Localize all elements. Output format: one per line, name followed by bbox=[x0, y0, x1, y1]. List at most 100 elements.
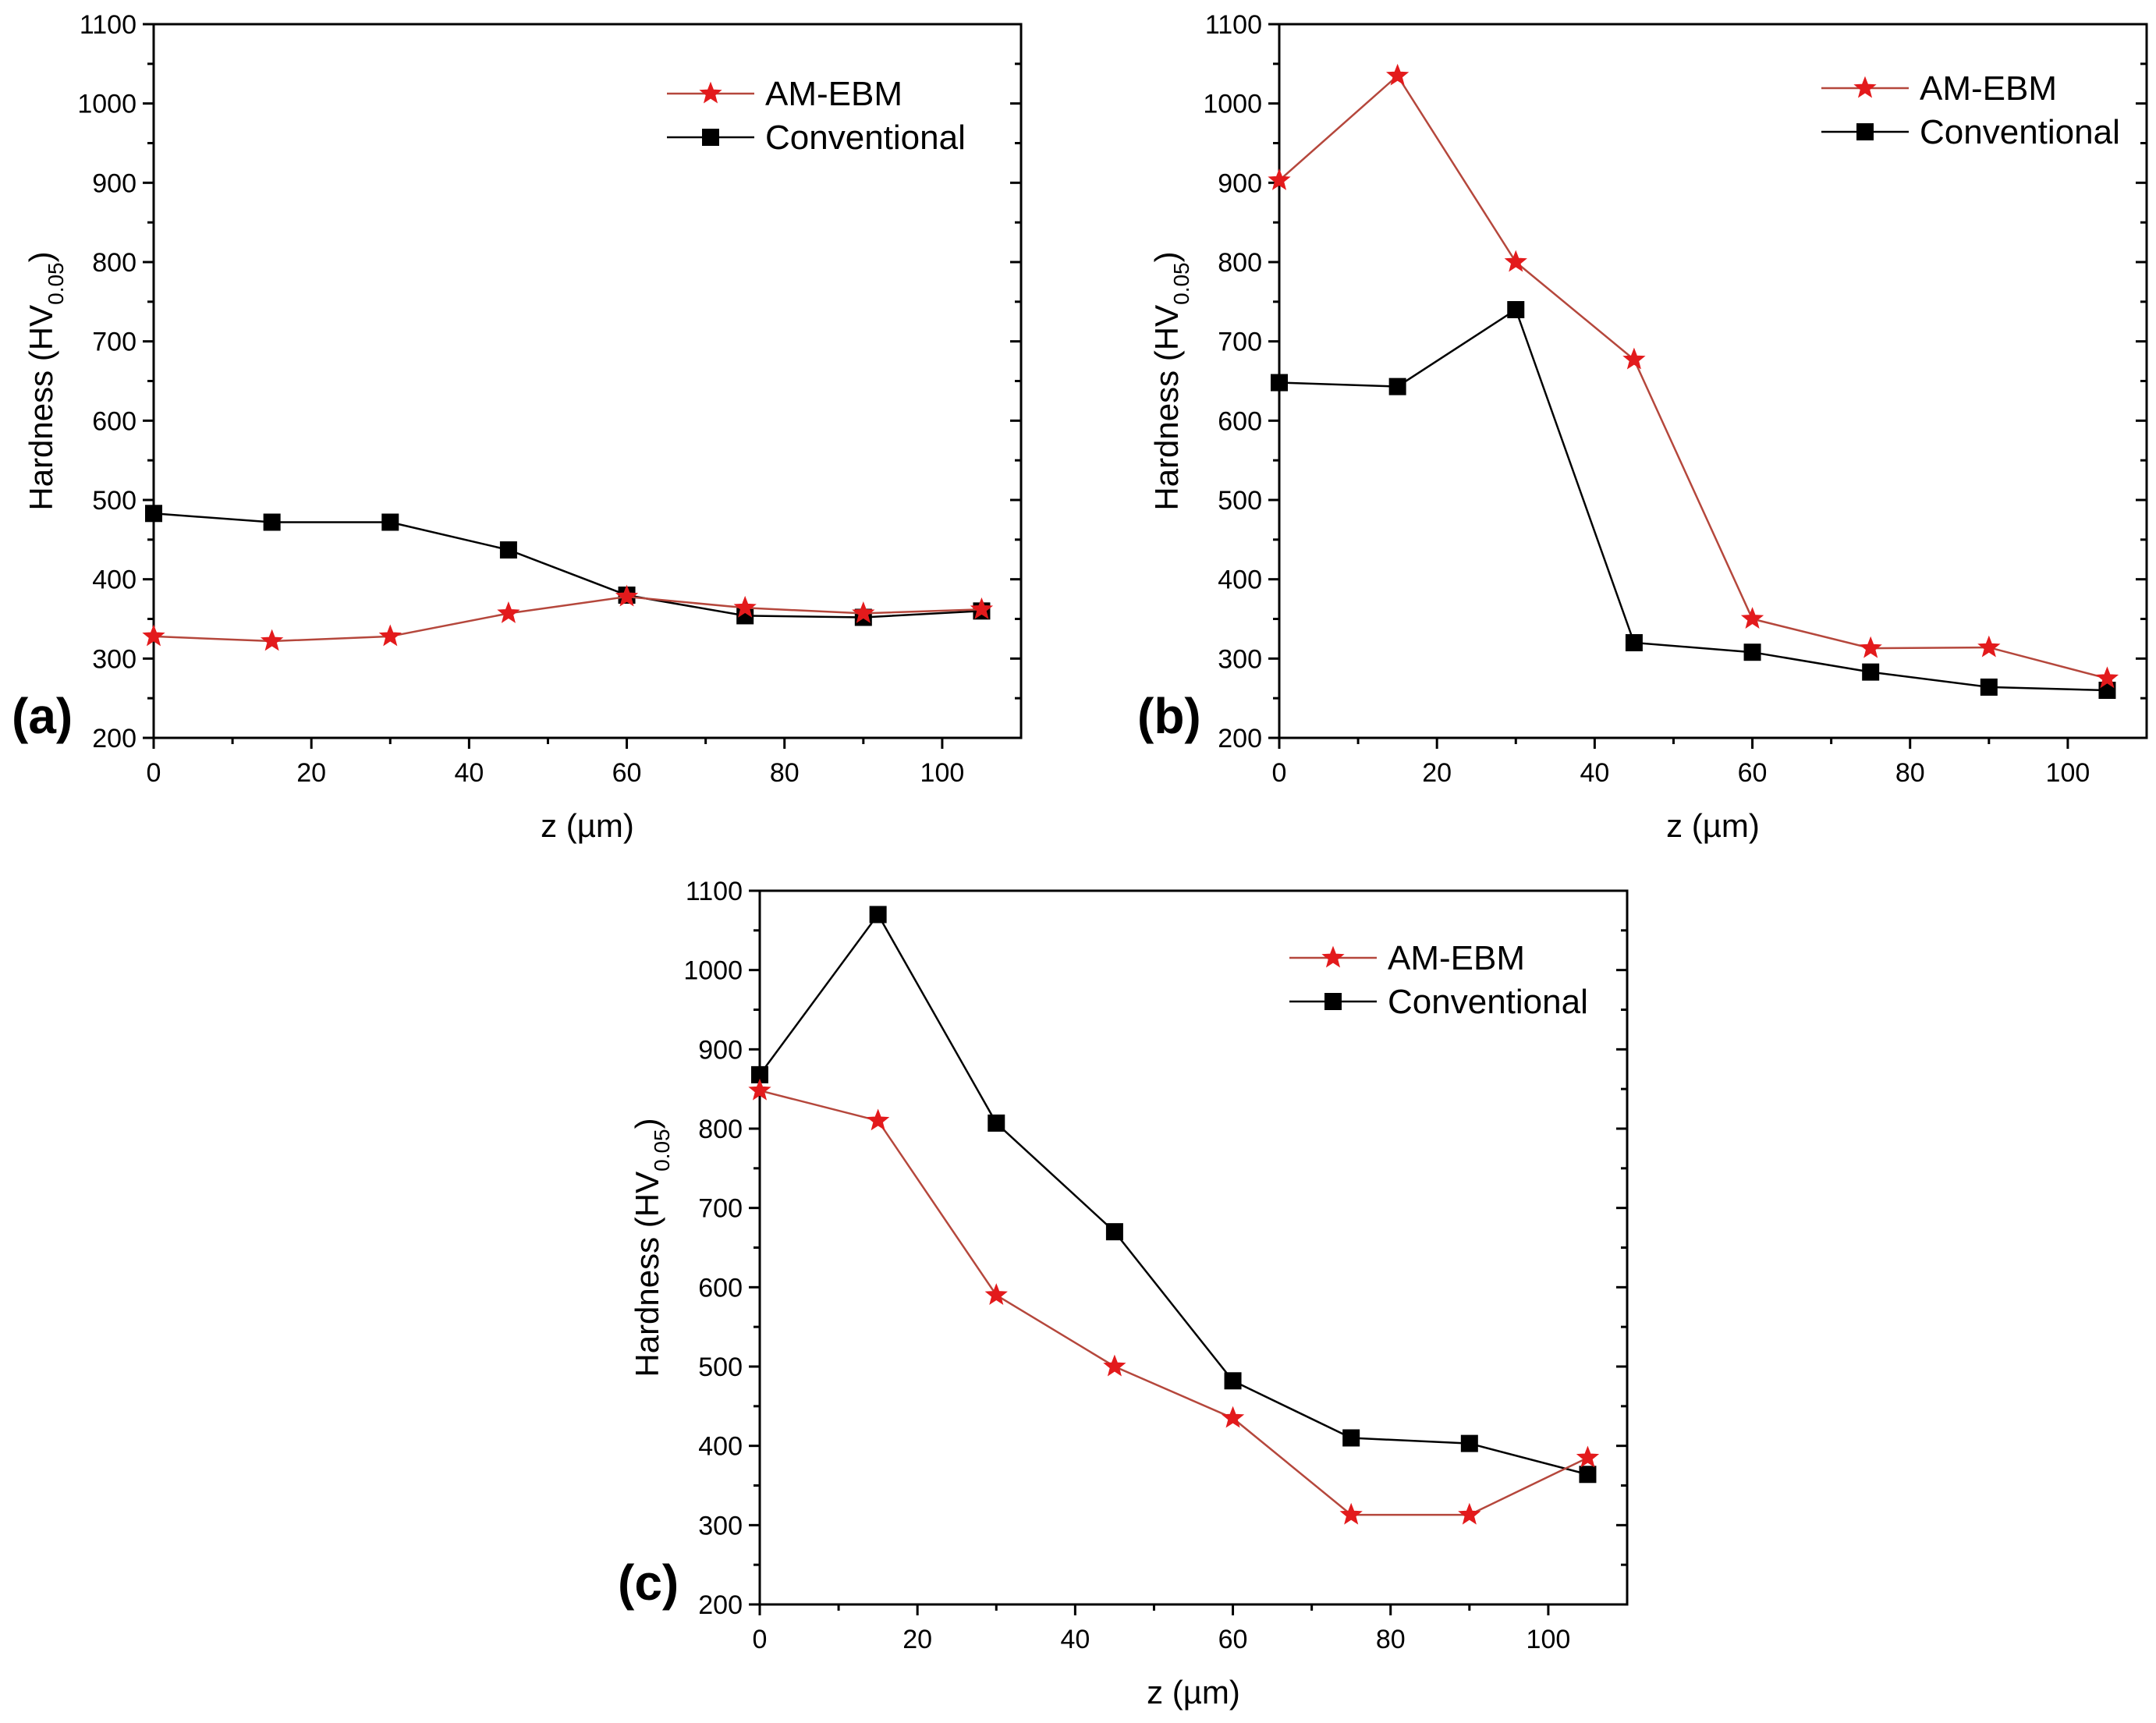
data-point-conventional bbox=[751, 1065, 768, 1083]
data-point-conventional bbox=[381, 513, 399, 531]
y-axis-title: Hardness (HV0.05) bbox=[629, 1118, 674, 1377]
series-line-conventional bbox=[153, 512, 982, 619]
y-axis-title-main: Hardness (HV bbox=[23, 305, 59, 511]
data-point-conventional bbox=[1388, 378, 1406, 395]
legend-marker-conventional bbox=[1856, 123, 1874, 140]
y-tick-label: 900 bbox=[698, 1035, 743, 1065]
y-tick-label: 600 bbox=[698, 1273, 743, 1303]
x-tick-label: 60 bbox=[1738, 758, 1768, 788]
data-point-conventional bbox=[1862, 663, 1880, 681]
y-tick-label: 300 bbox=[92, 644, 137, 674]
legend-label-am-ebm: AM-EBM bbox=[765, 75, 902, 113]
y-tick-label: 400 bbox=[1218, 565, 1262, 595]
data-point-am-ebm bbox=[1339, 1502, 1363, 1525]
y-tick-label: 1100 bbox=[80, 10, 137, 40]
y-tick-label: 300 bbox=[1218, 644, 1262, 674]
y-tick-label: 700 bbox=[698, 1194, 743, 1224]
y-tick-label: 600 bbox=[92, 406, 137, 436]
panel-label: (b) bbox=[1137, 688, 1201, 744]
panel-c: 200 300 400 500 600 700 800 900 1000 1100 0 20 40 60 8… bbox=[618, 877, 1629, 1711]
data-point-conventional bbox=[499, 541, 517, 559]
y-tick-label: 1100 bbox=[686, 877, 743, 906]
y-tick-label: 1000 bbox=[77, 90, 137, 119]
legend: AM-EBM Conventional bbox=[1289, 939, 1588, 1021]
data-point-conventional bbox=[1342, 1429, 1360, 1447]
data-point-conventional bbox=[1460, 1434, 1478, 1452]
data-point-am-ebm bbox=[1458, 1502, 1481, 1525]
x-tick-label: 60 bbox=[612, 758, 642, 788]
y-tick-label: 1000 bbox=[683, 956, 743, 986]
y-axis-title-main: Hardness (HV bbox=[629, 1172, 665, 1377]
data-point-am-ebm bbox=[1103, 1354, 1126, 1377]
x-tick-label: 80 bbox=[770, 758, 800, 788]
x-tick-label: 40 bbox=[1580, 758, 1609, 788]
data-point-am-ebm bbox=[1221, 1406, 1245, 1428]
data-point-am-ebm bbox=[1385, 63, 1410, 86]
data-point-conventional bbox=[263, 513, 281, 531]
data-point-am-ebm bbox=[748, 1078, 771, 1101]
x-tick-label: 0 bbox=[753, 1625, 768, 1654]
data-point-conventional bbox=[1625, 634, 1643, 651]
x-tick-label: 20 bbox=[902, 1625, 932, 1654]
series-line-am-ebm bbox=[153, 595, 982, 643]
x-axis-title: z (µm) bbox=[1666, 807, 1760, 844]
legend: AM-EBM Conventional bbox=[1821, 69, 2120, 151]
panel-label: (c) bbox=[618, 1555, 679, 1611]
data-point-am-ebm bbox=[378, 624, 402, 647]
x-axis-title: z (µm) bbox=[1147, 1674, 1240, 1711]
y-axis-title-subscript: 0.05 bbox=[44, 262, 68, 305]
data-point-am-ebm bbox=[615, 584, 639, 607]
data-point-am-ebm bbox=[984, 1283, 1008, 1305]
panel-a: 200 300 400 500 600 700 800 900 1000 1100 0 20 40 60 8… bbox=[12, 10, 1023, 844]
legend: AM-EBM Conventional bbox=[667, 75, 966, 157]
data-point-am-ebm bbox=[1576, 1445, 1600, 1468]
y-tick-label: 200 bbox=[698, 1590, 743, 1620]
data-point-am-ebm bbox=[1859, 636, 1882, 658]
x-tick-label: 40 bbox=[1060, 1625, 1090, 1654]
x-tick-label: 0 bbox=[147, 758, 161, 788]
y-tick-label: 400 bbox=[698, 1432, 743, 1462]
x-axis-title: z (µm) bbox=[541, 807, 634, 844]
data-point-am-ebm bbox=[733, 595, 757, 618]
y-tick-label: 700 bbox=[1218, 328, 1262, 357]
y-tick-label: 1100 bbox=[1205, 10, 1262, 40]
x-tick-label: 100 bbox=[2046, 758, 2090, 788]
x-tick-label: 60 bbox=[1218, 1625, 1248, 1654]
legend-label-conventional: Conventional bbox=[1920, 113, 2120, 151]
data-point-am-ebm bbox=[260, 629, 284, 651]
data-point-am-ebm bbox=[497, 601, 520, 623]
y-axis-title: Hardness (HV0.05) bbox=[23, 251, 68, 510]
data-point-am-ebm bbox=[970, 597, 994, 619]
data-point-am-ebm bbox=[1504, 250, 1527, 272]
y-tick-label: 300 bbox=[698, 1511, 743, 1540]
y-tick-label: 200 bbox=[1218, 724, 1262, 753]
y-tick-label: 900 bbox=[92, 168, 137, 198]
y-axis-title-close: ) bbox=[629, 1118, 665, 1129]
x-tick-label: 100 bbox=[920, 758, 965, 788]
data-point-am-ebm bbox=[1740, 607, 1764, 629]
data-point-conventional bbox=[869, 906, 887, 924]
y-tick-label: 500 bbox=[698, 1353, 743, 1382]
y-tick-label: 400 bbox=[92, 565, 137, 595]
legend-marker-am-ebm bbox=[699, 81, 722, 104]
legend-marker-am-ebm bbox=[1853, 76, 1877, 98]
data-point-am-ebm bbox=[142, 624, 165, 647]
y-axis-title-main: Hardness (HV bbox=[1148, 305, 1185, 511]
data-point-conventional bbox=[145, 505, 162, 523]
y-tick-label: 500 bbox=[1218, 486, 1262, 516]
y-tick-label: 900 bbox=[1218, 168, 1262, 198]
series-line-conventional bbox=[1278, 308, 2108, 692]
data-point-am-ebm bbox=[1622, 347, 1646, 370]
y-tick-label: 800 bbox=[92, 248, 137, 278]
y-tick-label: 800 bbox=[1218, 248, 1262, 278]
x-tick-label: 0 bbox=[1272, 758, 1287, 788]
data-point-conventional bbox=[1507, 301, 1525, 318]
y-axis-title-subscript: 0.05 bbox=[650, 1129, 674, 1172]
y-tick-label: 700 bbox=[92, 328, 137, 357]
y-axis-title-close: ) bbox=[23, 251, 59, 262]
y-tick-label: 800 bbox=[698, 1115, 743, 1144]
series-line-am-ebm bbox=[1278, 74, 2108, 680]
series-line-am-ebm bbox=[759, 1089, 1589, 1516]
data-point-conventional bbox=[1579, 1466, 1597, 1484]
